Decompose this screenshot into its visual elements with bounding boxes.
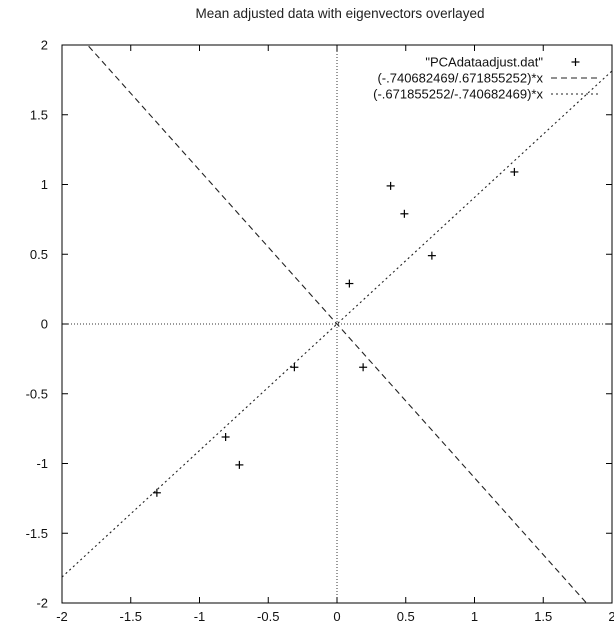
x-tick-label: -1.5: [120, 609, 142, 624]
x-tick-label: 1: [471, 609, 478, 624]
x-tick-label: -2: [56, 609, 68, 624]
y-tick-label: 0: [41, 317, 48, 332]
legend-label: "PCAdataadjust.dat": [425, 55, 543, 70]
legend-label: (-.740682469/.671855252)*x: [377, 71, 543, 86]
y-tick-label: -1: [36, 456, 48, 471]
data-point: [235, 460, 244, 469]
eigenvector-line: [86, 45, 588, 603]
x-tick-label: 0: [333, 609, 340, 624]
data-point: [290, 363, 299, 372]
y-tick-label: -1.5: [26, 526, 48, 541]
x-tick-label: -0.5: [257, 609, 279, 624]
y-tick-label: 1: [41, 177, 48, 192]
data-point: [221, 432, 230, 441]
y-tick-label: 2: [41, 38, 48, 53]
y-tick-label: -2: [36, 596, 48, 611]
x-tick-label: 2: [608, 609, 614, 624]
data-point: [400, 209, 409, 218]
chart-title: Mean adjusted data with eigenvectors ove…: [195, 6, 485, 21]
y-tick-label: 0.5: [30, 247, 48, 262]
legend: "PCAdataadjust.dat"(-.740682469/.6718552…: [373, 55, 600, 102]
y-tick-label: -0.5: [26, 386, 48, 401]
x-tick-label: 1.5: [534, 609, 552, 624]
x-tick-label: 0.5: [397, 609, 415, 624]
data-point: [359, 363, 368, 372]
x-tick-label: -1: [194, 609, 206, 624]
y-tick-label: 1.5: [30, 107, 48, 122]
data-point: [427, 251, 436, 260]
data-point: [152, 488, 161, 497]
data-point: [386, 181, 395, 190]
data-point: [510, 167, 519, 176]
legend-marker: [571, 58, 580, 66]
legend-label: (-.671855252/-.740682469)*x: [373, 87, 543, 102]
data-point: [345, 279, 354, 288]
